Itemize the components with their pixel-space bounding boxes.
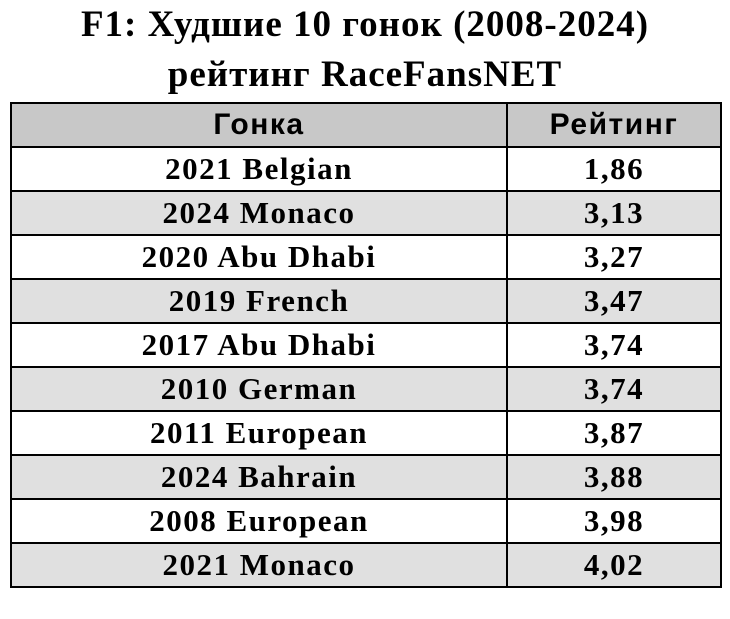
rating-cell: 3,87 [506, 410, 722, 456]
rating-cell: 1,86 [506, 146, 722, 192]
table-row: 2010 German 3,74 [10, 366, 722, 412]
rating-cell: 3,47 [506, 278, 722, 324]
race-cell: 2020 Abu Dhabi [10, 234, 508, 280]
title-line: рейтинг RaceFansNET [167, 54, 563, 95]
race-cell: 2021 Monaco [10, 542, 508, 588]
table-row: 2011 European 3,87 [10, 410, 722, 456]
race-cell: 2008 European [10, 498, 508, 544]
column-header: Рейтинг [506, 102, 722, 148]
ratings-table: Гонка Рейтинг 2021 Belgian 1,86 2024 Monac… [10, 102, 722, 588]
race-cell: 2021 Belgian [10, 146, 508, 192]
rating-cell: 3,27 [506, 234, 722, 280]
table-row: 2019 French 3,47 [10, 278, 722, 324]
rating-cell: 3,74 [506, 366, 722, 412]
race-cell: 2011 European [10, 410, 508, 456]
rating-cell: 4,02 [506, 542, 722, 588]
table-row: 2008 European 3,98 [10, 498, 722, 544]
header-row: Гонка Рейтинг [10, 102, 722, 148]
race-cell: 2010 German [10, 366, 508, 412]
table-row: 2024 Monaco 3,13 [10, 190, 722, 236]
rating-cell: 3,98 [506, 498, 722, 544]
table-row: 2021 Monaco 4,02 [10, 542, 722, 588]
race-cell: 2017 Abu Dhabi [10, 322, 508, 368]
table-row: 2024 Bahrain 3,88 [10, 454, 722, 500]
race-cell: 2019 French [10, 278, 508, 324]
table-row: 2017 Abu Dhabi 3,74 [10, 322, 722, 368]
rating-cell: 3,74 [506, 322, 722, 368]
title-line: F1: Худшие 10 гонок (2008-2024) [80, 4, 650, 45]
rating-cell: 3,88 [506, 454, 722, 500]
table-row: 2020 Abu Dhabi 3,27 [10, 234, 722, 280]
table-row: 2021 Belgian 1,86 [10, 146, 722, 192]
rating-cell: 3,13 [506, 190, 722, 236]
column-header: Гонка [10, 102, 508, 148]
race-cell: 2024 Monaco [10, 190, 508, 236]
race-cell: 2024 Bahrain [10, 454, 508, 500]
